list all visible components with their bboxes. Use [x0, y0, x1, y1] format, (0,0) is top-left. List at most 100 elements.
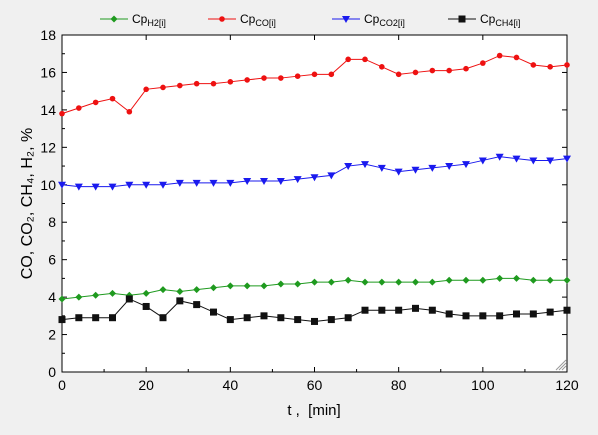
- data-point: [176, 287, 184, 295]
- data-point: [58, 181, 66, 189]
- data-point: [142, 302, 150, 310]
- legend-item: CpCH4[i]: [448, 12, 520, 28]
- data-point: [159, 181, 167, 189]
- data-point: [377, 164, 386, 172]
- data-point: [428, 306, 436, 314]
- data-point: [530, 62, 537, 68]
- resize-grip[interactable]: [555, 359, 567, 371]
- data-point: [563, 155, 571, 163]
- data-point: [76, 105, 82, 111]
- data-point: [261, 75, 267, 81]
- data-point: [345, 56, 351, 63]
- data-point: [91, 183, 100, 191]
- y-tick-label: 16: [40, 64, 56, 80]
- data-point: [394, 168, 403, 176]
- y-axis-label: CO, CO₂, CH₄, H₂, %: [19, 128, 36, 279]
- legend-marker: [458, 15, 466, 23]
- data-point: [260, 282, 268, 290]
- data-point: [109, 95, 116, 102]
- data-point: [58, 295, 66, 303]
- data-point: [529, 157, 538, 165]
- data-point: [294, 73, 301, 79]
- data-point: [142, 289, 150, 297]
- data-point: [278, 75, 284, 81]
- data-point: [445, 163, 454, 171]
- data-point: [126, 108, 133, 115]
- x-tick-label: 100: [471, 377, 495, 393]
- y-tick-label: 18: [40, 27, 56, 43]
- data-point: [109, 314, 116, 322]
- data-point: [226, 179, 235, 187]
- data-point: [210, 284, 217, 292]
- legend-item: CpCO2[i]: [332, 12, 405, 28]
- data-point: [277, 314, 285, 322]
- data-point: [446, 67, 452, 74]
- data-point: [293, 176, 302, 184]
- data-point: [411, 166, 420, 174]
- data-point: [260, 178, 268, 186]
- y-tick-label: 8: [48, 214, 56, 230]
- data-point: [462, 312, 470, 320]
- legend: CpH2[i] CpCO[i] CpCO2[i] CpCH4[i]: [100, 12, 520, 28]
- data-point: [92, 314, 100, 322]
- data-point: [479, 276, 487, 284]
- data-point: [513, 274, 520, 282]
- data-point: [547, 64, 553, 70]
- data-point: [546, 308, 554, 316]
- data-point: [192, 179, 201, 187]
- data-point: [159, 314, 167, 322]
- data-point: [243, 178, 252, 186]
- data-point: [428, 278, 436, 286]
- data-point: [226, 316, 234, 324]
- data-point: [159, 286, 167, 294]
- data-point: [344, 314, 352, 322]
- series-layer: [58, 52, 571, 325]
- data-point: [310, 174, 319, 182]
- legend-label: CpCO[i]: [240, 12, 276, 28]
- data-point: [479, 312, 487, 320]
- data-point: [429, 67, 436, 74]
- data-point: [193, 286, 201, 294]
- data-point: [177, 82, 183, 89]
- data-point: [513, 54, 520, 61]
- data-point: [361, 306, 369, 314]
- series-ch4i: [58, 295, 571, 325]
- y-tick-label: 0: [48, 364, 56, 380]
- data-point: [379, 64, 385, 70]
- data-point: [462, 276, 470, 284]
- data-point: [412, 278, 419, 286]
- data-point: [58, 316, 66, 324]
- y-tick-label: 4: [48, 289, 56, 305]
- data-point: [412, 69, 419, 76]
- y-tick-label: 2: [48, 327, 56, 343]
- data-point: [495, 153, 504, 161]
- data-point: [546, 157, 555, 165]
- data-point: [176, 297, 184, 305]
- legend-label: CpCH4[i]: [480, 12, 520, 28]
- data-point: [125, 181, 134, 189]
- data-point: [244, 77, 250, 83]
- axes: 0 20 40 60 80 100 120 0 2 4 6 8 10 12 14 16 18: [40, 27, 578, 393]
- data-point: [160, 84, 166, 91]
- data-point: [428, 164, 437, 172]
- data-point: [59, 110, 65, 117]
- legend-item: CpH2[i]: [100, 12, 166, 28]
- data-point: [529, 310, 537, 318]
- data-point: [327, 172, 336, 180]
- data-point: [276, 178, 285, 186]
- data-point: [463, 65, 469, 72]
- data-point: [512, 155, 521, 163]
- data-point: [513, 310, 520, 318]
- x-tick-label: 60: [307, 377, 323, 393]
- legend-marker: [342, 16, 350, 23]
- data-point: [480, 60, 486, 66]
- data-point: [210, 308, 217, 316]
- data-point: [227, 79, 234, 85]
- data-point: [361, 161, 369, 169]
- data-point: [412, 304, 419, 312]
- data-point: [294, 316, 302, 324]
- x-axis-label: t , [min]: [287, 402, 340, 419]
- data-point: [378, 306, 386, 314]
- data-point: [563, 306, 571, 314]
